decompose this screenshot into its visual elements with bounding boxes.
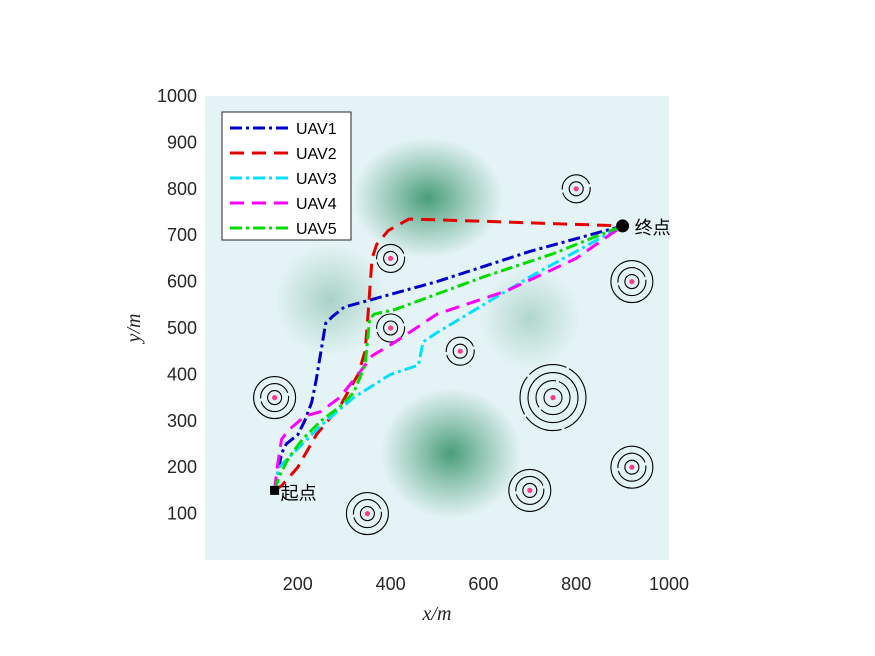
route-endpoints: 起点 终点 [270,218,671,504]
threat-ring [527,372,579,424]
legend-label: UAV4 [296,196,337,213]
threat-center [457,348,463,354]
threat-zone [345,492,389,536]
x-tick-label: 200 [283,574,313,594]
threat-ring [383,250,399,266]
series-line-uav1 [273,224,623,491]
threat-ring [376,243,406,273]
threat-zone [610,260,654,304]
threat-zone [519,364,587,432]
threat-ring [519,364,587,432]
x-axis-label: x/m [422,603,452,625]
threat-ring [345,492,389,536]
terrain-peak [275,245,386,356]
threat-center [629,279,635,285]
legend-label: UAV5 [296,221,337,238]
threat-ring [508,468,552,512]
x-tick-label: 800 [561,574,591,594]
threat-ring [543,388,563,408]
threat-zone [376,243,406,273]
threat-ring [522,482,538,498]
y-tick-label: 500 [167,318,197,338]
y-tick-label: 800 [167,179,197,199]
start-marker [270,485,280,495]
y-tick-label: 900 [167,132,197,152]
threat-ring [260,383,290,413]
legend-label: UAV1 [296,121,337,138]
x-tick-label: 600 [468,574,498,594]
threat-zone [610,445,654,489]
threat-center [272,395,278,401]
threat-zone [253,376,297,420]
threat-zone [376,313,406,343]
y-tick-label: 600 [167,272,197,292]
start-label: 起点 [281,483,317,504]
threat-zone [561,174,591,204]
threat-ring [383,320,399,336]
threat-ring [561,174,591,204]
y-tick-label: 400 [167,364,197,384]
uav-paths [273,217,624,492]
threat-center [527,487,533,493]
threat-zone [445,336,475,366]
y-tick-label: 100 [167,504,197,524]
y-tick-label: 200 [167,457,197,477]
x-tick-label: 400 [376,574,406,594]
series-line-uav2 [273,217,623,492]
terrain-peak [479,268,580,369]
threat-ring [359,506,375,522]
x-axis-ticks: 200 400 600 800 1000 [283,574,689,594]
threat-ring [352,499,382,529]
threat-ring [624,459,640,475]
threat-ring [535,380,571,416]
threat-ring [445,336,475,366]
terrain-peak [352,138,503,259]
threat-ring [568,181,584,197]
threat-center [573,186,579,192]
threat-ring [267,390,283,406]
threat-ring [617,267,647,297]
threat-center [388,325,394,331]
y-tick-label: 1000 [157,86,197,106]
threat-center [364,510,370,517]
series-line-uav5 [273,224,624,491]
threat-ring [452,343,468,359]
legend-label: UAV2 [296,146,337,163]
x-tick-label: 1000 [649,574,689,594]
threat-center [550,395,556,401]
legend: UAV1 UAV2 UAV3 UAV4 UAV5 [221,111,352,241]
end-label: 终点 [635,218,671,239]
threat-center [388,255,394,261]
legend-label: UAV3 [296,171,337,188]
threat-ring [253,376,297,420]
threat-ring [610,445,654,489]
y-axis-label: y/m [123,314,145,345]
threat-ring [610,260,654,304]
threat-ring [624,274,640,290]
y-tick-label: 700 [167,225,197,245]
threat-zone [508,468,552,512]
threat-zones [253,174,654,536]
threat-ring [515,475,545,505]
end-marker [616,219,630,233]
threat-ring [376,313,406,343]
legend-box [221,111,352,241]
terrain-peak [380,388,521,519]
y-tick-label: 300 [167,411,197,431]
threat-center [629,464,635,470]
series-line-uav4 [273,224,624,491]
threat-ring [617,452,647,482]
y-axis-ticks: 100 200 300 400 500 600 700 800 900 1000 [157,86,197,524]
